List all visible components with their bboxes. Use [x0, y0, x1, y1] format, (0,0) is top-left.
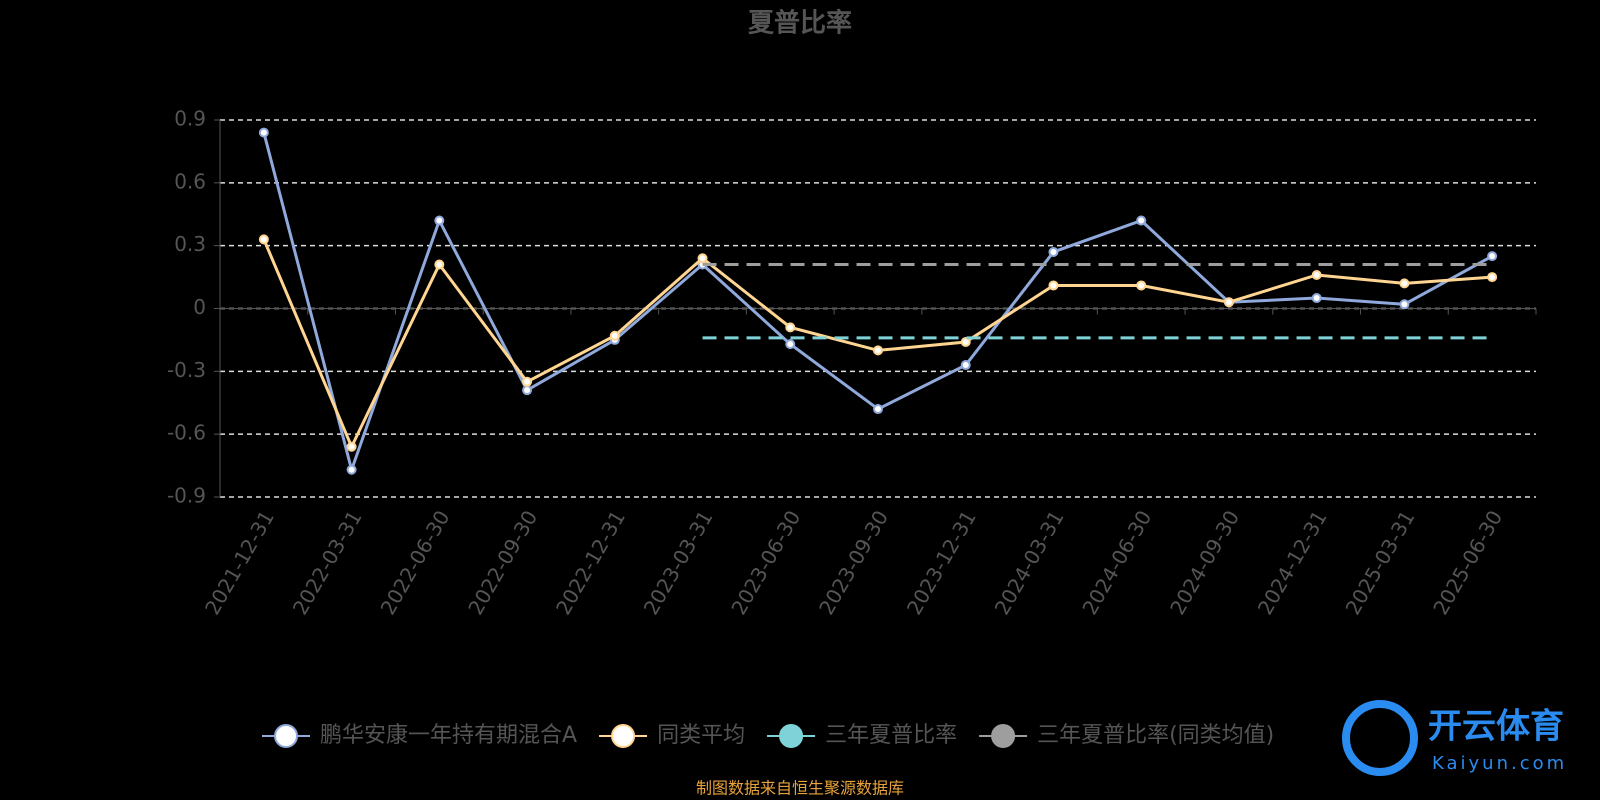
x-tick-label: 2025-03-31 [1341, 506, 1420, 619]
point [873, 345, 883, 356]
y-tick-label: -0.3 [167, 358, 206, 382]
point [1487, 251, 1498, 262]
watermark-brand: 开云体育 [1428, 707, 1564, 747]
legend-marker [611, 724, 636, 748]
legend-marker [779, 724, 804, 748]
y-tick-label: -0.9 [167, 484, 206, 508]
x-tick-label: 2024-03-31 [990, 506, 1069, 619]
point [697, 253, 708, 264]
legend-item[interactable]: 三年夏普比率 [767, 723, 957, 748]
point [522, 385, 533, 396]
x-tick-label: 2025-06-30 [1428, 506, 1507, 619]
point [1311, 293, 1322, 304]
y-tick-label: 0 [193, 295, 206, 319]
point [1048, 246, 1059, 257]
point [1136, 280, 1147, 291]
point [785, 322, 796, 333]
x-tick-label: 2023-03-31 [639, 506, 718, 619]
x-tick-label: 2023-09-30 [814, 506, 893, 619]
x-tick-label: 2022-03-31 [288, 506, 367, 619]
chart-title: 夏普比率 [748, 8, 852, 39]
x-tick-label: 2023-06-30 [726, 506, 805, 619]
legend-label: 三年夏普比率 [825, 723, 957, 748]
y-tick-label: 0.6 [174, 169, 206, 193]
y-tick-label: 0.9 [174, 107, 206, 131]
point [960, 360, 971, 371]
point [785, 339, 796, 350]
watermark: 开云体育 Kaiyun.com [1342, 700, 1567, 776]
point [960, 337, 971, 348]
y-tick-label: -0.6 [167, 421, 206, 445]
legend-marker [274, 724, 298, 748]
point [258, 234, 269, 245]
y-tick-label: 0.3 [174, 232, 206, 256]
point [522, 376, 533, 387]
x-tick-label: 2021-12-31 [200, 506, 279, 619]
x-tick-label: 2024-06-30 [1077, 506, 1156, 619]
point [609, 330, 620, 341]
legend: 鹏华安康一年持有期混合A 同类平均 三年夏普比率 三年夏普比率(同类均值) [262, 723, 1274, 748]
point [346, 441, 357, 452]
point [346, 464, 357, 475]
legend-label: 鹏华安康一年持有期混合A [320, 723, 577, 748]
watermark-site: Kaiyun.com [1432, 753, 1567, 774]
legend-item[interactable]: 同类平均 [599, 723, 745, 748]
point [1399, 278, 1410, 289]
source-note: 制图数据来自恒生聚源数据库 [696, 779, 904, 798]
series-line [262, 238, 1493, 451]
x-tick-label: 2022-06-30 [376, 506, 455, 619]
point [1048, 280, 1059, 291]
point [434, 259, 445, 270]
x-tick-label: 2022-09-30 [463, 506, 542, 619]
legend-marker [991, 724, 1016, 748]
point [434, 215, 445, 226]
point [1223, 297, 1234, 308]
point [1311, 269, 1322, 280]
x-tick-label: 2023-12-31 [902, 506, 981, 619]
legend-item[interactable]: 三年夏普比率(同类均值) [979, 723, 1274, 748]
legend-label: 同类平均 [657, 723, 745, 748]
point [1399, 299, 1410, 310]
watermark-logo [1342, 700, 1418, 776]
point [258, 127, 269, 138]
point [873, 404, 883, 415]
legend-item[interactable]: 鹏华安康一年持有期混合A [262, 723, 577, 748]
x-tick-label: 2024-12-31 [1253, 506, 1332, 619]
legend-label: 三年夏普比率(同类均值) [1037, 723, 1274, 748]
point [1136, 215, 1147, 226]
x-tick-label: 2022-12-31 [551, 506, 630, 619]
point [1487, 272, 1498, 283]
x-tick-label: 2024-09-30 [1165, 506, 1244, 619]
